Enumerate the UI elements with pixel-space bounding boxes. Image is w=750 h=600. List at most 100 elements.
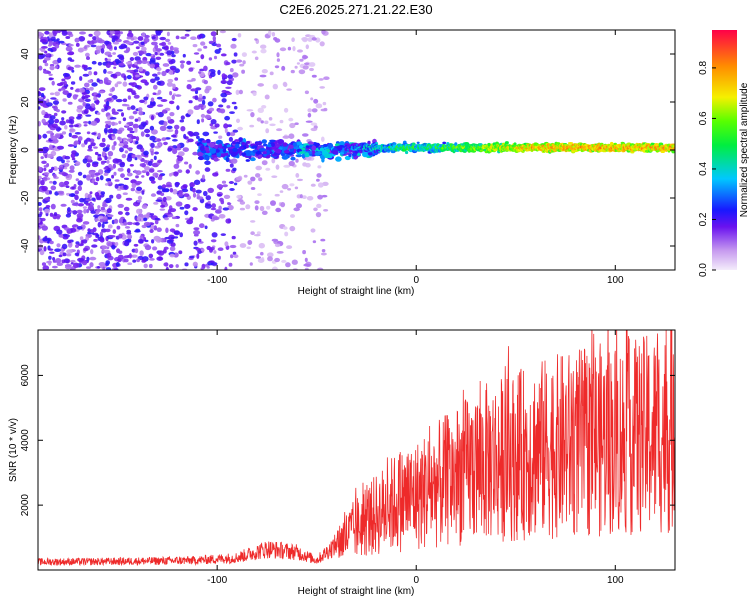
spectrogram-cell bbox=[255, 256, 262, 259]
spectrogram-cell bbox=[201, 174, 205, 180]
spectrogram-cell bbox=[311, 74, 317, 78]
spectrogram-cell bbox=[241, 69, 246, 74]
spectrogram-cell bbox=[40, 39, 47, 43]
spectrogram-cell bbox=[95, 94, 100, 98]
snr-xtick-label: -100 bbox=[207, 575, 227, 586]
spectrogram-cell bbox=[207, 200, 211, 204]
spectrogram-cell bbox=[106, 97, 112, 102]
spectrogram-cell bbox=[209, 247, 213, 253]
spectrogram-cell bbox=[100, 48, 105, 54]
spectrogram-cell bbox=[56, 215, 60, 220]
spectrogram-cell bbox=[145, 52, 152, 57]
spectrogram-cell bbox=[274, 193, 280, 197]
spectrogram-cell bbox=[116, 193, 122, 200]
spectrogram-cell bbox=[179, 60, 186, 64]
spectrogram-cell bbox=[87, 40, 95, 45]
spectrogram-cell bbox=[61, 117, 65, 121]
spectrogram-cell bbox=[84, 105, 92, 110]
spectrogram-cell bbox=[57, 57, 62, 63]
spectrogram-cell bbox=[99, 231, 103, 237]
spectrogram-cell bbox=[98, 39, 105, 44]
spectrogram-cell bbox=[232, 129, 239, 133]
spectrogram-cell bbox=[91, 60, 97, 65]
spectrogram-cell bbox=[74, 132, 81, 135]
spectrogram-cell bbox=[132, 110, 138, 115]
spectrogram-cell bbox=[87, 193, 93, 199]
spectrogram-cell bbox=[276, 251, 284, 254]
spectrogram-cell bbox=[236, 194, 242, 199]
spectrogram-cell bbox=[70, 86, 74, 90]
spectrogram-cell bbox=[197, 238, 202, 242]
spectrogram-cell bbox=[111, 144, 116, 151]
spectrogram-cell bbox=[405, 150, 409, 155]
spectrogram-cell bbox=[224, 266, 228, 270]
spectrogram-cell bbox=[126, 138, 134, 142]
spectrogram-cell bbox=[84, 82, 90, 88]
spectrogram-cell bbox=[257, 193, 262, 197]
spectrogram-cell bbox=[164, 217, 169, 221]
spectrogram-cell bbox=[56, 38, 60, 42]
spectrogram-cell bbox=[320, 252, 327, 256]
spectrogram-cell bbox=[173, 49, 180, 54]
spectrogram-cell bbox=[143, 150, 149, 156]
spectrogram-cell bbox=[126, 36, 131, 40]
spectrogram-cell bbox=[225, 86, 232, 90]
spectrogram-cell bbox=[162, 196, 167, 203]
spectrogram-cell bbox=[308, 62, 316, 67]
spectrogram-cell bbox=[123, 177, 130, 180]
spectrogram-cell bbox=[61, 78, 66, 82]
spectrogram-cell bbox=[178, 250, 183, 255]
spectrogram-cell bbox=[225, 168, 231, 172]
spectrogram-cell bbox=[75, 178, 80, 182]
spectrogram-cell bbox=[233, 182, 238, 186]
spectrogram-cell bbox=[99, 80, 104, 84]
spectrogram-cell bbox=[275, 148, 282, 154]
spectrogram-cell bbox=[321, 30, 326, 35]
spectrogram-cell bbox=[200, 248, 205, 252]
spectrogram-cell bbox=[56, 229, 63, 235]
colorbar-gradient bbox=[712, 30, 737, 270]
spectrogram-cell bbox=[55, 43, 60, 49]
spectrogram-cell bbox=[123, 206, 130, 212]
spectrogram-cell bbox=[232, 251, 237, 255]
spectrogram-cell bbox=[49, 180, 53, 184]
spectrogram-cell bbox=[89, 107, 95, 112]
spectrogram-cell bbox=[116, 129, 123, 134]
spectrogram-cell bbox=[155, 48, 162, 52]
spectrogram-cell bbox=[157, 159, 163, 163]
spectrogram-cell bbox=[222, 148, 227, 153]
spectrogram-panel: -100 0 100 -40 -20 0 20 40 Height of straight l… bbox=[8, 29, 676, 297]
spectrogram-cell bbox=[65, 36, 71, 39]
spectrogram-cell bbox=[130, 187, 135, 192]
spectrogram-cell bbox=[184, 33, 190, 37]
spectrogram-cell bbox=[254, 56, 259, 61]
spectrogram-cell bbox=[44, 197, 50, 201]
spectrogram-cell bbox=[119, 162, 125, 168]
spectrogram-cell bbox=[134, 230, 141, 233]
spectrogram-cell bbox=[150, 193, 157, 197]
spectrogram-cell bbox=[221, 180, 227, 184]
spectrogram-cell bbox=[279, 119, 284, 124]
spectrogram-cell bbox=[104, 57, 108, 62]
spectrogram-cell bbox=[287, 46, 292, 51]
spectrogram-cell bbox=[149, 59, 156, 66]
spectrogram-cell bbox=[135, 154, 141, 158]
spectrogram-cell bbox=[101, 137, 106, 143]
spectrogram-cell bbox=[170, 242, 176, 248]
spectrogram-cell bbox=[171, 134, 177, 138]
spectrogram-cell bbox=[114, 242, 119, 246]
spectrogram-cell bbox=[228, 136, 233, 142]
spectrogram-cell bbox=[134, 118, 139, 122]
spectrogram-cell bbox=[184, 262, 189, 267]
spectrogram-cell bbox=[137, 195, 143, 201]
spectrogram-cell bbox=[186, 60, 192, 65]
spectrogram-cell bbox=[288, 144, 294, 149]
spectrogram-cell bbox=[50, 185, 57, 191]
spectrogram-cell bbox=[230, 254, 234, 259]
spectrogram-cell bbox=[311, 145, 317, 151]
spectrogram-cell bbox=[197, 151, 204, 157]
spectrogram-cell bbox=[339, 141, 345, 146]
spectrogram-cell bbox=[86, 208, 90, 214]
spectrogram-cell bbox=[245, 153, 252, 157]
colorbar-tick-label: 0.0 bbox=[698, 263, 709, 277]
